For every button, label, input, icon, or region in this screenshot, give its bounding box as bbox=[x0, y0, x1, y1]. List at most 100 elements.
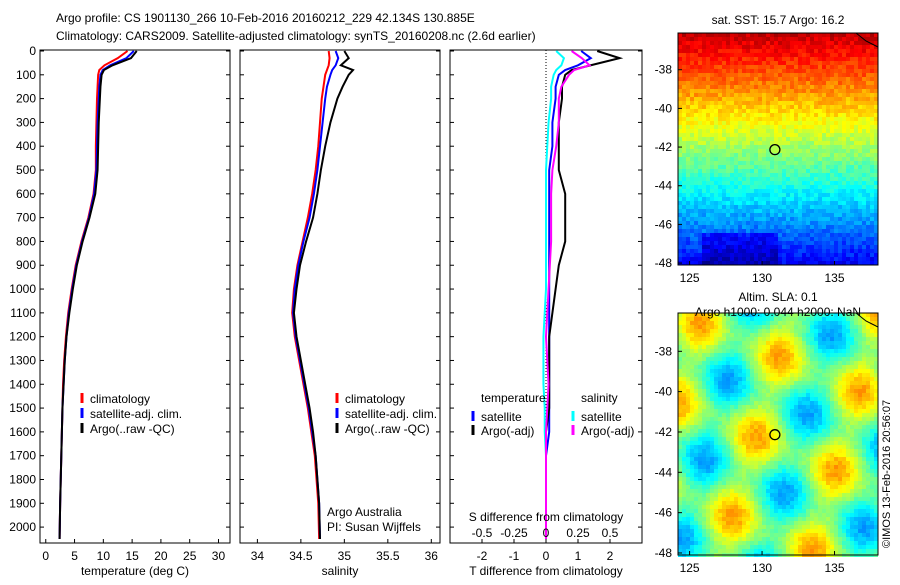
map-cell bbox=[826, 233, 830, 237]
map-cell bbox=[806, 169, 810, 173]
map-cell bbox=[870, 433, 874, 437]
map-cell bbox=[814, 57, 818, 61]
map-cell bbox=[830, 393, 834, 397]
map-cell bbox=[690, 449, 694, 453]
map-cell bbox=[678, 357, 682, 361]
map-cell bbox=[830, 61, 834, 65]
map-cell bbox=[750, 369, 754, 373]
map-cell bbox=[746, 145, 750, 149]
map-cell bbox=[842, 69, 846, 73]
map-cell bbox=[846, 345, 850, 349]
map-cell bbox=[870, 117, 874, 121]
map-cell bbox=[854, 245, 858, 249]
map-cell bbox=[750, 377, 754, 381]
map-cell bbox=[822, 149, 826, 153]
map-cell bbox=[786, 37, 790, 41]
map-cell bbox=[730, 209, 734, 213]
map-cell bbox=[698, 85, 702, 89]
map-cell bbox=[694, 241, 698, 245]
map-cell bbox=[778, 89, 782, 93]
map-cell bbox=[790, 189, 794, 193]
x-tick-label: 10 bbox=[97, 549, 111, 563]
map-cell bbox=[730, 361, 734, 365]
map-cell bbox=[798, 393, 802, 397]
map-cell bbox=[854, 93, 858, 97]
map-cell bbox=[870, 373, 874, 377]
map-cell bbox=[686, 357, 690, 361]
map-cell bbox=[766, 249, 770, 253]
map-cell bbox=[738, 381, 742, 385]
map-cell bbox=[818, 89, 822, 93]
map-cell bbox=[734, 173, 738, 177]
map-cell bbox=[834, 57, 838, 61]
map-cell bbox=[814, 197, 818, 201]
map-cell bbox=[754, 117, 758, 121]
map-cell bbox=[698, 329, 702, 333]
map-cell bbox=[682, 81, 686, 85]
map-cell bbox=[678, 401, 682, 405]
map-cell bbox=[778, 221, 782, 225]
map-cell bbox=[874, 433, 878, 437]
map-cell bbox=[686, 345, 690, 349]
map-cell bbox=[846, 389, 850, 393]
map-cell bbox=[702, 361, 706, 365]
map-cell bbox=[742, 45, 746, 49]
map-cell bbox=[678, 45, 682, 49]
map-cell bbox=[814, 413, 818, 417]
map-cell bbox=[790, 245, 794, 249]
map-cell bbox=[830, 253, 834, 257]
map-cell bbox=[750, 221, 754, 225]
map-cell bbox=[810, 425, 814, 429]
map-cell bbox=[826, 117, 830, 121]
map-cell bbox=[822, 397, 826, 401]
map-cell bbox=[746, 445, 750, 449]
map-cell bbox=[710, 257, 714, 261]
map-cell bbox=[818, 181, 822, 185]
map-cell bbox=[874, 357, 878, 361]
y-tick-label: 1500 bbox=[9, 401, 36, 415]
map-cell bbox=[782, 61, 786, 65]
map-cell bbox=[766, 409, 770, 413]
map-cell bbox=[694, 185, 698, 189]
map-cell bbox=[814, 217, 818, 221]
map-cell bbox=[738, 401, 742, 405]
map-cell bbox=[686, 385, 690, 389]
map-cell bbox=[690, 257, 694, 261]
map-cell bbox=[694, 125, 698, 129]
map-cell bbox=[818, 337, 822, 341]
x-tick-label: 1 bbox=[575, 549, 582, 563]
map-cell bbox=[866, 373, 870, 377]
map-cell bbox=[818, 77, 822, 81]
map-cell bbox=[782, 233, 786, 237]
map-cell bbox=[702, 137, 706, 141]
map-cell bbox=[822, 261, 826, 265]
map-cell bbox=[870, 93, 874, 97]
map-cell bbox=[782, 141, 786, 145]
map-cell bbox=[722, 129, 726, 133]
map-cell bbox=[714, 257, 718, 261]
map-cell bbox=[786, 241, 790, 245]
map-cell bbox=[730, 333, 734, 337]
map-cell bbox=[766, 321, 770, 325]
map-cell bbox=[870, 441, 874, 445]
map-cell bbox=[730, 73, 734, 77]
map-cell bbox=[810, 373, 814, 377]
map-cell bbox=[802, 69, 806, 73]
map-cell bbox=[826, 341, 830, 345]
map-cell bbox=[746, 221, 750, 225]
map-cell bbox=[854, 225, 858, 229]
map-cell bbox=[710, 253, 714, 257]
map-cell bbox=[786, 401, 790, 405]
map-cell bbox=[754, 41, 758, 45]
map-cell bbox=[830, 65, 834, 69]
map-cell bbox=[762, 353, 766, 357]
map-cell bbox=[754, 377, 758, 381]
map-cell bbox=[830, 97, 834, 101]
map-cell bbox=[874, 329, 878, 333]
map-cell bbox=[686, 229, 690, 233]
map-cell bbox=[838, 97, 842, 101]
map-cell bbox=[818, 145, 822, 149]
map-cell bbox=[738, 345, 742, 349]
map-cell bbox=[794, 89, 798, 93]
